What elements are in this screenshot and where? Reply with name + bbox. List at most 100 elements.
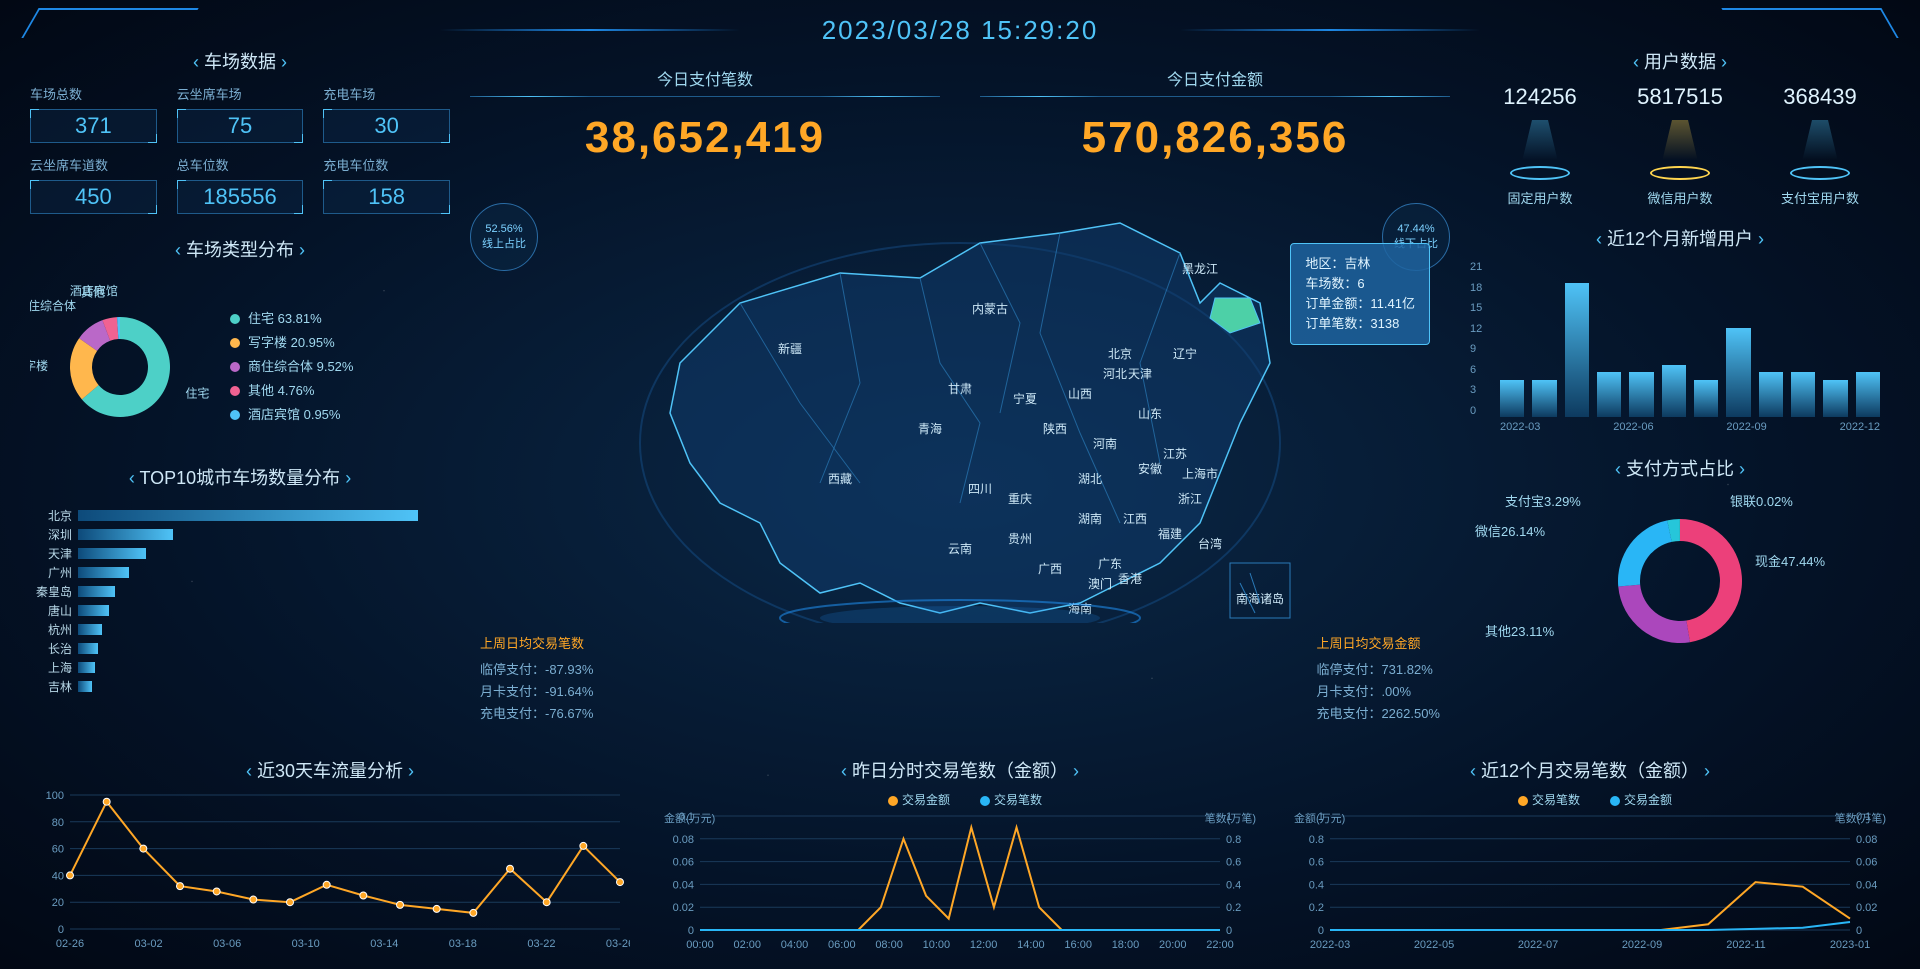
bar[interactable] [1694, 380, 1718, 417]
panel-12month-tx: 近12个月交易笔数（金额） 交易笔数交易金额 00.20.40.60.8100.… [1290, 749, 1890, 959]
svg-text:0.2: 0.2 [1226, 902, 1241, 914]
svg-text:酒店宾馆: 酒店宾馆 [70, 283, 118, 298]
ratio-label: 线上占比 [482, 235, 526, 251]
svg-text:0.04: 0.04 [673, 879, 694, 891]
province-label[interactable]: 四川 [968, 482, 992, 496]
province-label[interactable]: 新疆 [778, 341, 802, 356]
province-label[interactable]: 江西 [1123, 512, 1147, 526]
svg-text:金额(万元): 金额(万元) [1294, 812, 1345, 825]
legend-item: 其他 4.76% [230, 379, 353, 403]
province-label[interactable]: 香港 [1118, 572, 1142, 586]
donut-label: 银联0.02% [1730, 491, 1793, 510]
series-line[interactable] [1330, 882, 1850, 930]
bar[interactable] [1726, 328, 1750, 417]
svg-text:2022-09: 2022-09 [1622, 939, 1662, 951]
badge-beam-icon [1500, 120, 1580, 180]
timestamp: 2023/03/28 15:29:20 [822, 15, 1099, 46]
svg-text:0.02: 0.02 [1856, 902, 1877, 914]
bar[interactable] [1500, 380, 1524, 417]
legend-item: 住宅 63.81% [230, 307, 353, 331]
province-label[interactable]: 南海诸岛 [1236, 591, 1284, 606]
map-tooltip: 地区：吉林 车场数：6 订单金额：11.41亿 订单笔数：3138 [1290, 243, 1430, 345]
ratio-pct: 47.44% [1397, 223, 1434, 235]
province-label[interactable]: 广东 [1098, 557, 1122, 571]
china-map[interactable]: 黑龙江吉林辽宁内蒙古北京河北天津山西山东河南陕西宁夏甘肃青海新疆西藏四川重庆湖北… [560, 183, 1360, 623]
province-label[interactable]: 湖南 [1078, 511, 1102, 526]
bar[interactable] [1662, 365, 1686, 417]
province-label[interactable]: 江苏 [1163, 447, 1187, 461]
svg-text:80: 80 [52, 817, 64, 829]
province-label[interactable]: 山东 [1138, 407, 1162, 421]
bar[interactable] [1532, 380, 1556, 417]
legend-item: 写字楼 20.95% [230, 331, 353, 355]
province-label[interactable]: 天津 [1128, 367, 1152, 381]
province-label[interactable]: 安徽 [1138, 461, 1162, 476]
province-label[interactable]: 宁夏 [1013, 391, 1037, 406]
donut-label: 支付宝3.29% [1505, 491, 1581, 510]
province-label[interactable]: 辽宁 [1173, 346, 1197, 361]
province-label[interactable]: 陕西 [1043, 421, 1067, 436]
svg-text:14:00: 14:00 [1017, 939, 1045, 951]
province-label[interactable]: 澳门 [1088, 576, 1112, 591]
series-line[interactable] [70, 802, 620, 913]
province-label[interactable]: 云南 [948, 541, 972, 556]
province-label[interactable]: 黑龙江 [1182, 262, 1218, 276]
svg-text:笔数(万笔): 笔数(万笔) [1205, 812, 1256, 825]
province-label[interactable]: 山西 [1068, 387, 1092, 401]
province-label[interactable]: 台湾 [1198, 536, 1222, 551]
series-line[interactable] [1330, 922, 1850, 930]
bar[interactable] [1823, 380, 1847, 417]
svg-text:20: 20 [52, 897, 64, 909]
bar[interactable] [1791, 372, 1815, 417]
hbar-row: 杭州 [30, 620, 450, 639]
stat-cell: 云坐席车场75 [177, 84, 304, 143]
province-label[interactable]: 青海 [918, 421, 942, 436]
metric-title: 今日支付笔数 [470, 60, 940, 97]
donut-label: 微信26.14% [1475, 521, 1545, 540]
donut-legend: 住宅 63.81%写字楼 20.95%商住综合体 9.52%其他 4.76%酒店… [230, 307, 353, 427]
bar[interactable] [1629, 372, 1653, 417]
svg-text:03-22: 03-22 [527, 938, 555, 950]
ratio-pct: 52.56% [485, 223, 522, 235]
province-label[interactable]: 河南 [1093, 436, 1117, 451]
province-label[interactable]: 北京 [1108, 347, 1132, 361]
newuser-chart: 0369121518212022-032022-062022-092022-12 [1470, 261, 1890, 441]
hbar-row: 天津 [30, 544, 450, 563]
bar[interactable] [1856, 372, 1880, 417]
bar[interactable] [1597, 372, 1621, 417]
province-label[interactable]: 内蒙古 [972, 301, 1008, 316]
line-chart: 00.20.40.60.8100.020.040.060.080.12022-0… [1290, 812, 1890, 952]
user-badge: 124256固定用户数 [1480, 84, 1600, 207]
header-corner-right [1721, 8, 1898, 38]
svg-text:0.8: 0.8 [1309, 834, 1324, 846]
province-label[interactable]: 甘肃 [948, 382, 972, 396]
province-label[interactable]: 湖北 [1078, 471, 1102, 486]
top10-title: TOP10城市车场数量分布 [30, 464, 450, 490]
svg-text:写字楼: 写字楼 [30, 358, 48, 373]
svg-text:08:00: 08:00 [875, 939, 903, 951]
province-label[interactable]: 河北 [1103, 367, 1127, 381]
parking-type-donut: 住宅写字楼商住综合体其他酒店宾馆 住宅 63.81%写字楼 20.95%商住综合… [30, 282, 450, 452]
stat-cell: 充电车场30 [323, 84, 450, 143]
svg-text:02:00: 02:00 [734, 939, 762, 951]
svg-text:10:00: 10:00 [923, 939, 951, 951]
bar[interactable] [1759, 372, 1783, 417]
province-label[interactable]: 广西 [1038, 562, 1062, 576]
province-label[interactable]: 上海市 [1182, 466, 1218, 481]
province-label[interactable]: 重庆 [1008, 492, 1032, 506]
svg-text:00:00: 00:00 [686, 939, 714, 951]
province-label[interactable]: 浙江 [1178, 492, 1202, 506]
svg-text:2022-03: 2022-03 [1310, 939, 1350, 951]
bar[interactable] [1565, 283, 1589, 417]
svg-text:06:00: 06:00 [828, 939, 856, 951]
province-label[interactable]: 福建 [1158, 526, 1182, 541]
stat-label: 云坐席车道数 [30, 155, 157, 174]
parking-stats-grid: 车场总数371云坐席车场75充电车场30云坐席车道数450总车位数185556充… [30, 84, 450, 214]
donut-label: 其他23.11% [1485, 621, 1554, 640]
svg-text:0: 0 [688, 925, 694, 937]
svg-text:0.6: 0.6 [1226, 857, 1241, 869]
svg-text:0.02: 0.02 [673, 902, 694, 914]
province-label[interactable]: 贵州 [1008, 532, 1032, 546]
series-line[interactable] [700, 827, 1220, 930]
province-label[interactable]: 西藏 [828, 472, 852, 486]
